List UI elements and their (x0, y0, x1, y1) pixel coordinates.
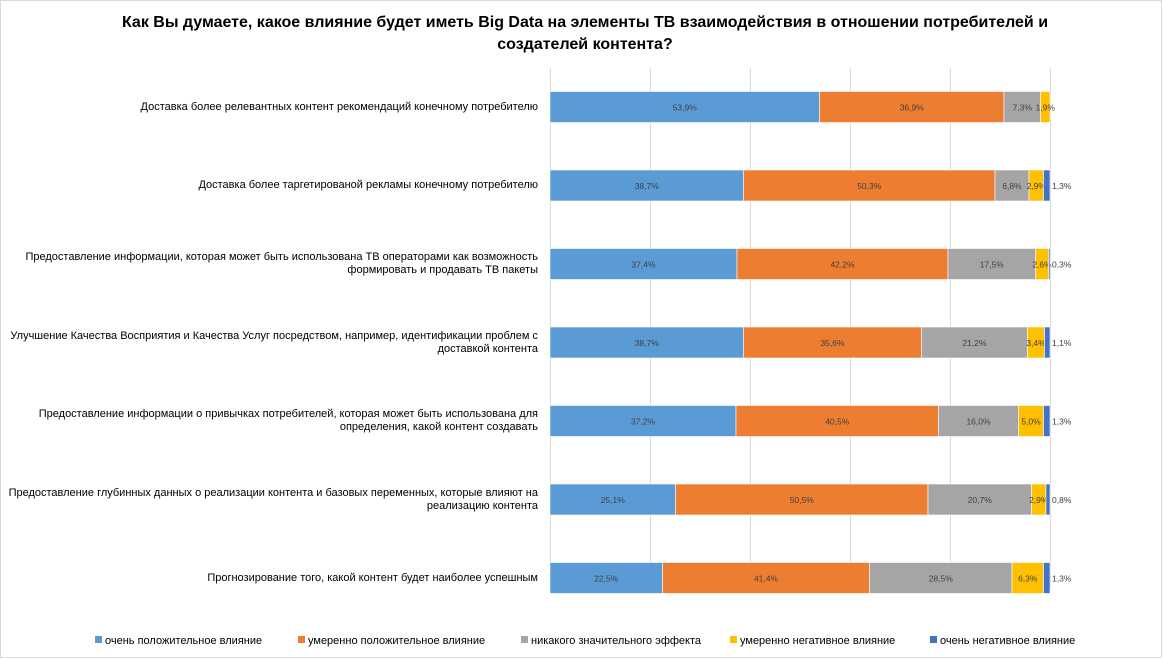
bar-segment (1011, 562, 1044, 594)
bar-segment (1040, 91, 1051, 123)
bar-segment (549, 326, 744, 359)
legend-item: умеренно положительное влияние (298, 634, 485, 648)
category-label: Доставка более таргетированой рекламы ко… (198, 179, 538, 191)
data-label: 7,3% (1013, 103, 1033, 113)
data-label: 0,8% (1052, 495, 1072, 505)
bar-segment (947, 248, 1036, 280)
bar-segment (1045, 483, 1051, 516)
data-label: 50,5% (790, 495, 815, 505)
data-label: 0,3% (1052, 260, 1072, 270)
bar-segment (1044, 326, 1051, 359)
data-label: 38,7% (635, 181, 660, 191)
legend-item: умеренно негативное влияние (730, 634, 895, 648)
data-label: 20,7% (968, 495, 993, 505)
data-label: 42,2% (830, 260, 855, 270)
bar-segment (736, 248, 949, 280)
bar-segment (1043, 562, 1051, 594)
data-label: 28,5% (929, 574, 954, 584)
chart-title: Как Вы думаете, какое влияние будет имет… (121, 14, 1049, 53)
legend-label: никакого значительного эффекта (531, 635, 702, 647)
bar-segment (743, 169, 996, 202)
category-label: Улучшение Качества Восприятия и Качества… (10, 329, 538, 355)
data-label: 2,9% (1027, 181, 1047, 191)
data-label: 1,3% (1052, 417, 1072, 427)
legend-item: никакого значительного эффекта (521, 634, 701, 648)
data-label: 6,8% (1002, 181, 1022, 191)
category-label: Предоставление информации, которая может… (25, 251, 538, 276)
data-label: 50,3% (857, 181, 882, 191)
category-label: Доставка более релевантных контент реком… (140, 100, 538, 113)
data-label: 1,9% (1036, 103, 1056, 113)
bar-segment (1018, 405, 1044, 437)
data-label: 16,0% (966, 417, 991, 427)
bar-segment (549, 483, 676, 516)
legend-swatch (730, 636, 737, 643)
bar-segment (927, 483, 1032, 516)
data-label: 37,2% (631, 417, 656, 427)
data-label: 3,4% (1026, 338, 1046, 348)
legend-label: умеренно негативное влияние (740, 635, 896, 647)
data-label: 2,6% (1032, 260, 1052, 270)
bar-segment (549, 169, 744, 202)
bar-segment (1048, 248, 1051, 280)
legend-label: очень негативное влияние (940, 635, 1076, 647)
legend-label: умеренно положительное влияние (308, 635, 486, 647)
legend-swatch (95, 636, 102, 643)
bar-segment (743, 326, 922, 359)
data-label: 38,7% (635, 338, 660, 348)
bar-segment (994, 169, 1030, 202)
category-label: Предоставление глубинных данных о реализ… (8, 486, 538, 512)
data-label: 6,3% (1018, 574, 1038, 584)
data-label: 1,1% (1052, 338, 1072, 348)
data-label: 36,9% (900, 103, 925, 113)
data-label: 17,5% (980, 260, 1005, 270)
legend-item: очень негативное влияние (930, 634, 1075, 648)
bar-segment (549, 405, 737, 437)
category-label: Предоставление информации о привычках по… (38, 408, 538, 433)
legend: очень положительное влияние умеренно пол… (0, 634, 1164, 650)
data-label: 41,4% (754, 574, 779, 584)
data-label: 53,9% (673, 103, 698, 113)
category-label: Прогнозирование того, какой контент буде… (207, 571, 538, 584)
data-label: 25,1% (601, 495, 626, 505)
bar-segment (921, 326, 1028, 359)
bar-segment (549, 248, 738, 280)
bar-segment (1043, 169, 1051, 202)
legend-swatch (930, 636, 937, 643)
data-label: 40,5% (825, 417, 850, 427)
data-label: 1,3% (1052, 574, 1072, 584)
data-label: 21,2% (962, 338, 987, 348)
bar-segment (1043, 405, 1051, 437)
bar-segment (1003, 91, 1041, 123)
legend-swatch (298, 636, 305, 643)
bar-segment (819, 91, 1005, 123)
data-label: 1,3% (1052, 181, 1072, 191)
data-label: 2,9% (1029, 495, 1049, 505)
bar-segment (735, 405, 939, 437)
bar-segment (675, 483, 929, 516)
data-label: 5,0% (1021, 417, 1041, 427)
data-label: 37,4% (631, 260, 656, 270)
bar-segment (549, 91, 820, 123)
data-label: 22,5% (594, 574, 619, 584)
data-label: 35,6% (820, 338, 845, 348)
legend-swatch (521, 636, 528, 643)
bar-segment (549, 562, 663, 594)
legend-label: очень положительное влияние (105, 635, 263, 647)
legend-item: очень положительное влияние (95, 634, 262, 648)
